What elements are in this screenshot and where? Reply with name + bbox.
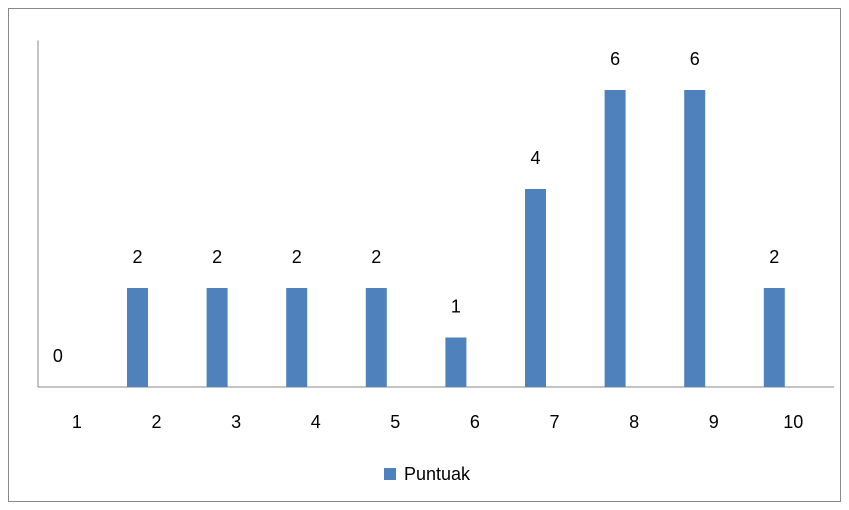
bar	[206, 288, 228, 387]
x-tick-label: 7	[549, 412, 559, 432]
x-tick-label: 9	[709, 412, 719, 432]
bar	[525, 189, 546, 387]
bar	[127, 288, 148, 387]
legend-swatch	[384, 468, 396, 480]
bar	[604, 90, 626, 387]
data-label: 0	[53, 346, 63, 366]
data-label: 2	[769, 247, 779, 267]
bar	[365, 288, 387, 387]
x-tick-label: 1	[72, 412, 82, 432]
bar	[445, 337, 467, 387]
data-label: 2	[371, 247, 381, 267]
data-label: 2	[212, 247, 222, 267]
bar	[763, 288, 785, 387]
x-tick-label: 6	[470, 412, 480, 432]
x-tick-label: 3	[231, 412, 241, 432]
legend-label: Puntuak	[404, 464, 471, 484]
x-tick-label: 4	[311, 412, 321, 432]
x-tick-label: 5	[390, 412, 400, 432]
data-label: 4	[530, 148, 540, 168]
data-label: 6	[690, 49, 700, 69]
bar	[286, 288, 308, 387]
x-tick-label: 10	[783, 412, 803, 432]
x-tick-label: 2	[151, 412, 161, 432]
data-label: 2	[132, 247, 142, 267]
data-label: 1	[451, 296, 461, 316]
x-tick-label: 8	[629, 412, 639, 432]
data-label: 6	[610, 49, 620, 69]
data-label: 2	[292, 247, 302, 267]
bar	[684, 90, 706, 387]
